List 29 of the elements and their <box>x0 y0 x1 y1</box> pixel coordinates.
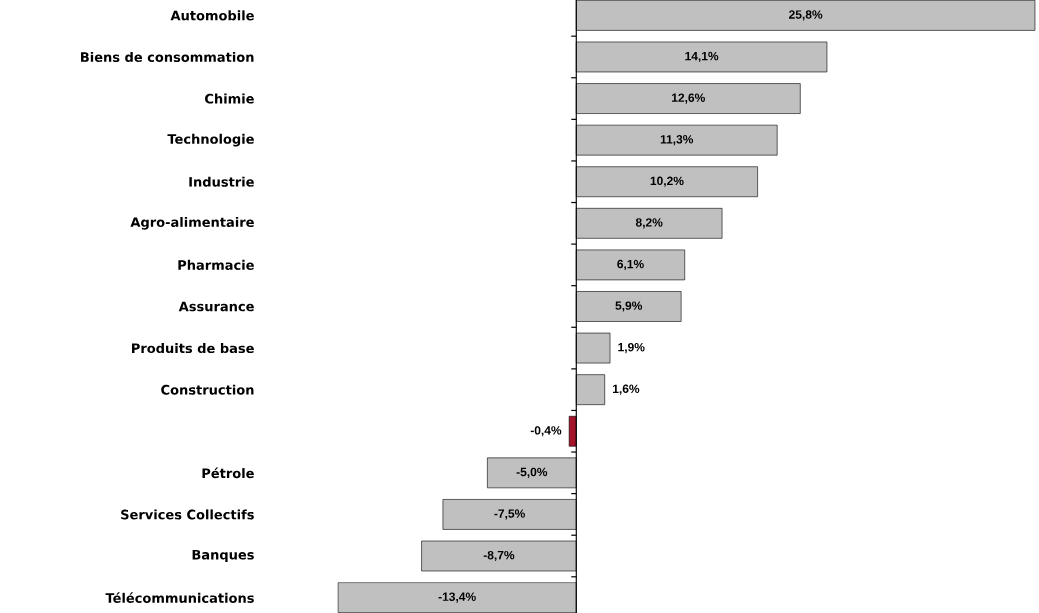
data-label: 5,9% <box>615 301 643 312</box>
y-tick-label: Biens de consommation <box>81 51 254 62</box>
y-tick-label: Services Collectifs <box>121 509 254 520</box>
y-tick-label: Chimie <box>205 93 254 104</box>
y-tick-label: Agro-alimentaire <box>130 216 254 230</box>
data-label: 1,9% <box>618 342 645 354</box>
y-tick-label: Assurance <box>178 301 254 312</box>
data-label: -7,5% <box>494 509 525 520</box>
y-tick-label: Industrie <box>189 176 254 187</box>
data-label: 1,6% <box>613 384 640 395</box>
y-tick-label: Pharmacie <box>178 259 254 270</box>
y-tick-label: Automobile <box>170 10 254 21</box>
y-tick-label: Technologie <box>167 133 254 147</box>
y-tick-label: Pétrole <box>202 467 254 479</box>
y-tick-label: Construction <box>161 384 254 395</box>
data-label: -13,4% <box>438 592 476 603</box>
data-label: -5,0% <box>516 467 548 478</box>
data-label: 12,6% <box>672 93 705 104</box>
data-label: 10,2% <box>650 176 684 187</box>
y-tick-label: Télécommunications <box>105 592 254 603</box>
y-tick-label: Banques <box>192 549 254 563</box>
data-label: 11,3% <box>660 135 694 146</box>
data-label: 25,8% <box>789 10 823 21</box>
data-label: 14,1% <box>685 51 719 63</box>
y-tick-label: Produits de base <box>132 343 254 354</box>
data-label: -8,7% <box>483 550 515 562</box>
data-label: 6,1% <box>617 259 644 271</box>
data-label: 8,2% <box>635 218 663 229</box>
data-label: -0,4% <box>530 426 562 437</box>
